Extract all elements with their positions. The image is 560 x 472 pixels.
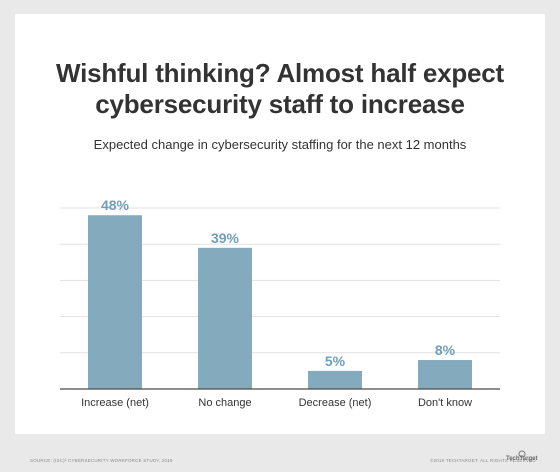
bar-1 xyxy=(198,247,252,389)
chart-subtitle: Expected change in cybersecurity staffin… xyxy=(93,137,467,152)
title-line-1: Wishful thinking? Almost half expect xyxy=(55,58,505,88)
value-label-3: 8% xyxy=(435,342,456,358)
value-label-2: 5% xyxy=(325,353,346,369)
category-label-2: Decrease (net) xyxy=(299,397,372,409)
value-label-0: 48% xyxy=(101,197,130,213)
category-label-3: Don't know xyxy=(418,397,472,409)
source-note: SOURCE: (ISC)² CYBERSECURITY WORKFORCE S… xyxy=(30,458,173,463)
logo-icon xyxy=(518,450,526,458)
logo-text: TechTarget xyxy=(506,456,538,462)
chart-title: Wishful thinking? Almost half expect cyb… xyxy=(15,58,545,120)
copyright-note: ©2019 TECHTARGET. ALL RIGHTS RESERVED xyxy=(430,458,536,463)
bar-3 xyxy=(418,360,472,389)
bar-2 xyxy=(308,370,362,389)
category-label-0: Increase (net) xyxy=(81,397,149,409)
techtarget-logo: TechTarget xyxy=(502,450,542,466)
category-label-1: No change xyxy=(198,397,251,409)
bar-0 xyxy=(88,215,142,389)
title-line-2: cybersecurity staff to increase xyxy=(95,89,465,119)
value-label-1: 39% xyxy=(211,230,240,246)
